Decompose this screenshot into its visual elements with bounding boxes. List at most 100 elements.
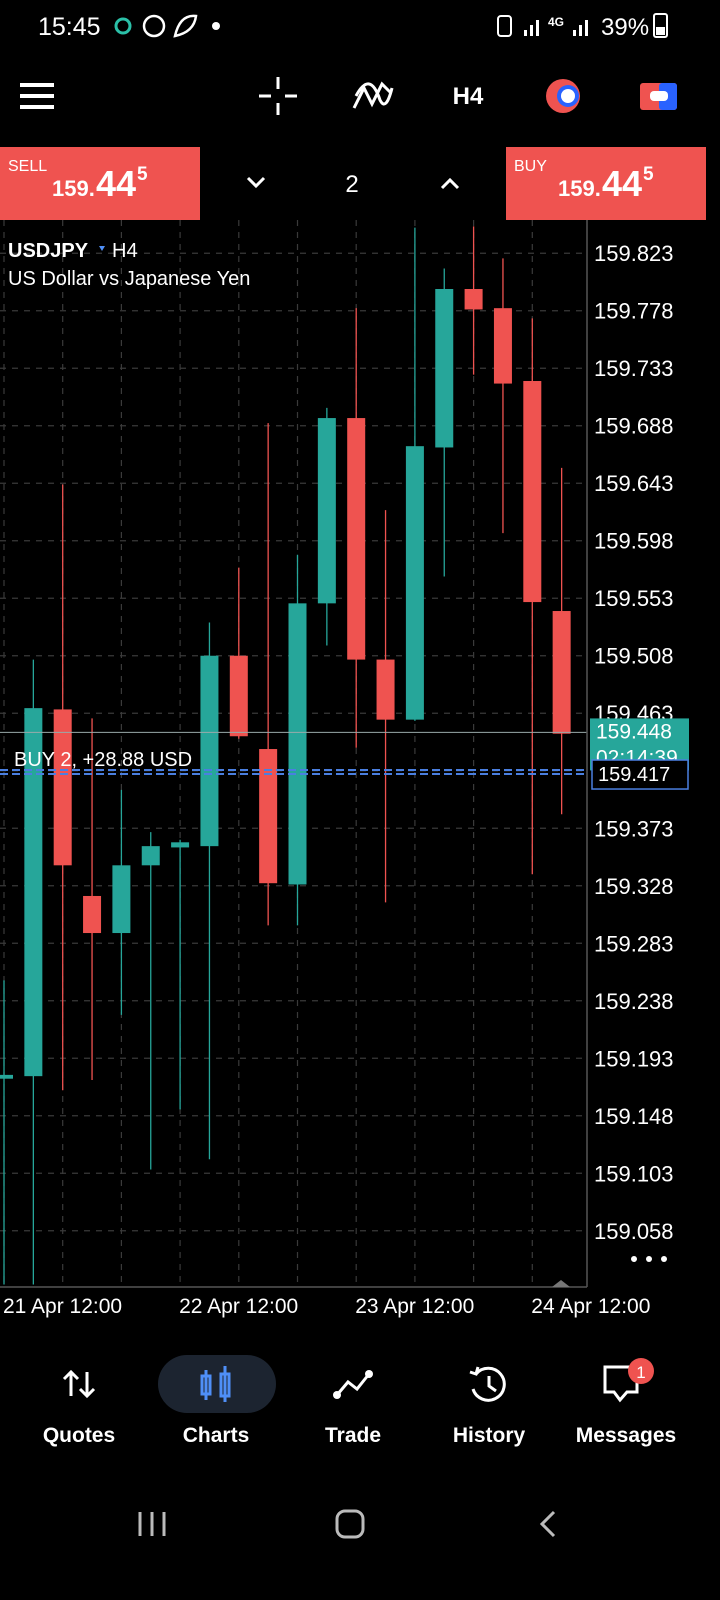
candle-body [200, 655, 219, 847]
sell-label: SELL [8, 158, 47, 175]
more-dot[interactable] [646, 1256, 652, 1262]
y-tick-label: 159.103 [594, 1161, 674, 1186]
y-tick-label: 159.778 [594, 299, 674, 324]
x-tick-label: 23 Apr 12:00 [355, 1295, 474, 1318]
x-tick-label: 21 Apr 12:00 [3, 1295, 122, 1318]
candle-body [83, 895, 102, 934]
menu-bar [20, 83, 54, 87]
trade-icon-part [650, 91, 668, 101]
y-tick-label: 159.553 [594, 586, 674, 611]
battery-fill [656, 27, 665, 35]
status-time: 15:45 [38, 13, 101, 41]
position-label[interactable]: BUY 2, +28.88 USD [14, 749, 192, 771]
candle-body [259, 749, 278, 884]
grid: 159.823 159.778 159.733 159.688 159.643 159.5… [0, 220, 674, 1318]
candle-body [24, 708, 43, 1077]
candle-body [493, 308, 512, 384]
objects-icon-part [561, 89, 575, 103]
symbol-name[interactable]: USDJPY [8, 240, 89, 262]
sell-price-sup: 5 [137, 164, 148, 185]
candle-body [0, 1074, 13, 1079]
history-icon [469, 1366, 506, 1402]
candle-body [435, 289, 454, 448]
candle-body [376, 659, 395, 720]
candle-body [171, 842, 190, 848]
charts-icon [200, 1366, 231, 1402]
x-tick-label: 22 Apr 12:00 [179, 1295, 298, 1318]
sell-price-big: 44 [96, 163, 136, 204]
y-tick-label: 159.688 [594, 414, 674, 439]
candle-body [317, 418, 336, 604]
nav-labels: Quotes Charts Trade History Messages [43, 1424, 676, 1447]
y-tick-label: 159.733 [594, 356, 674, 381]
y-tick-label: 159.598 [594, 529, 674, 554]
messages-badge [628, 1358, 654, 1384]
status-dot [212, 22, 220, 30]
status-icon [173, 14, 198, 38]
more-dot[interactable] [631, 1256, 637, 1262]
status-icon [114, 17, 132, 35]
y-tick-label: 159.643 [594, 471, 674, 496]
y-tick-label: 159.283 [594, 931, 674, 956]
candle-body [141, 846, 160, 866]
candle-body [288, 603, 307, 885]
buy-price-big: 44 [602, 163, 642, 204]
nav-label[interactable]: Trade [325, 1424, 381, 1447]
y-tick-label: 159.193 [594, 1046, 674, 1071]
y-tick-label: 159.148 [594, 1104, 674, 1129]
symbol-description: US Dollar vs Japanese Yen [8, 268, 250, 290]
battery-level: 39% [601, 14, 649, 41]
more-dot[interactable] [661, 1256, 667, 1262]
sell-button[interactable] [0, 147, 200, 220]
y-tick-label: 159.058 [594, 1219, 674, 1244]
y-tick-label: 159.373 [594, 816, 674, 841]
menu-button[interactable] [20, 83, 54, 109]
nav-label[interactable]: History [453, 1424, 526, 1447]
nav-label[interactable]: Messages [576, 1424, 676, 1447]
volume-up[interactable] [440, 177, 460, 190]
scroll-marker [552, 1280, 570, 1287]
current-price-label: 159.448 [596, 720, 672, 743]
sell-price-small: 159. [52, 176, 95, 201]
menu-bar [20, 105, 54, 109]
nav-active-pill [158, 1355, 276, 1413]
trade-icon-dot [333, 1391, 341, 1399]
symbol-dropdown[interactable] [99, 246, 105, 251]
y-tick-label: 159.508 [594, 644, 674, 669]
network-type: 4G [548, 15, 564, 29]
candle-body [347, 418, 366, 660]
nav-label[interactable]: Quotes [43, 1424, 115, 1447]
indicators-button[interactable] [352, 81, 394, 109]
timeframe-button[interactable]: H4 [453, 83, 484, 110]
quotes-icon [62, 1369, 96, 1399]
position-price-box [591, 759, 689, 790]
volume-down[interactable] [246, 176, 266, 189]
status-icon [142, 14, 166, 38]
candles [0, 226, 571, 1285]
candle-body [552, 611, 571, 734]
buy-price-sup: 5 [643, 164, 654, 185]
signal-icon [524, 20, 539, 36]
buy-label: BUY [514, 158, 547, 175]
nav-label[interactable]: Charts [183, 1424, 250, 1447]
crosshair-button[interactable] [259, 77, 297, 115]
badge-count: 1 [636, 1363, 645, 1382]
status-icon [497, 15, 512, 37]
y-tick-label: 159.823 [594, 241, 674, 266]
signal-icon [573, 20, 588, 36]
buy-price-small: 159. [558, 176, 601, 201]
volume-value[interactable]: 2 [345, 171, 358, 198]
y-tick-label: 159.238 [594, 989, 674, 1014]
menu-bar [20, 94, 54, 98]
trade-icon [335, 1373, 371, 1396]
candle-body [523, 381, 542, 603]
buy-button[interactable] [506, 147, 706, 220]
position-price-label: 159.417 [598, 764, 670, 786]
candle-body [53, 709, 72, 866]
battery-icon [653, 13, 668, 38]
x-tick-label: 24 Apr 12:00 [531, 1295, 650, 1318]
symbol-timeframe: H4 [112, 240, 138, 262]
